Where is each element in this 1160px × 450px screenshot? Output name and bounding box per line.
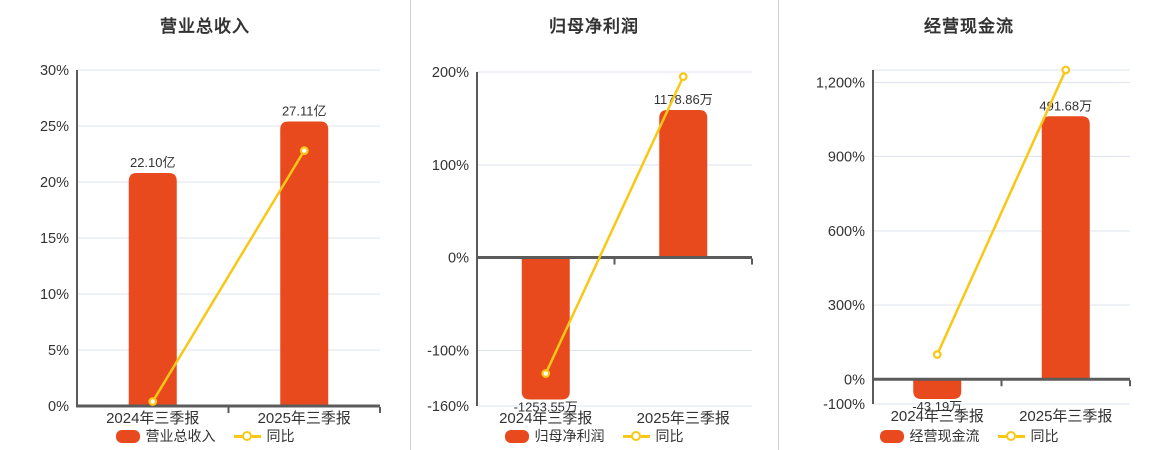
yoy-marker-2025年三季报[interactable]	[1061, 65, 1071, 75]
chart-panel-net-profit: 归母净利润 -1253.55万 1178.86万 200% 100% 0% -100% -1…	[410, 0, 778, 450]
legend-net-profit: 归母净利润 同比	[410, 427, 778, 445]
y-axis-tick-label: 25%	[40, 119, 69, 135]
legend-line-label: 同比	[1030, 428, 1059, 444]
legend-item-net-profit-bar[interactable]: 归母净利润	[504, 426, 605, 446]
bar-2025年三季报[interactable]	[659, 110, 708, 258]
y-axis-tick-label: 300%	[828, 298, 865, 314]
legend-revenue: 营业总收入 同比	[0, 427, 410, 445]
chart-panel-cash-flow: 经营现金流 -43.19万 491.68万 1,200% 900% 600% 300% 0%…	[778, 0, 1160, 450]
bar-value-label: 22.10亿	[130, 155, 176, 170]
legend-item-revenue-yoy[interactable]: 同比	[233, 426, 295, 446]
legend-item-cash-flow-bar[interactable]: 经营现金流	[879, 426, 980, 446]
bar-series-swatch-icon	[504, 429, 529, 443]
yoy-line	[936, 69, 1067, 356]
panel-divider	[778, 0, 779, 450]
legend-cash-flow: 经营现金流 同比	[778, 427, 1160, 445]
y-axis-tick-label: -100%	[823, 397, 865, 413]
y-axis-tick-label: 0%	[844, 372, 865, 388]
chart-title-cash-flow: 经营现金流	[924, 17, 1014, 36]
chart-title-net-profit: 归母净利润	[549, 17, 639, 36]
legend-line-label: 同比	[655, 428, 684, 444]
legend-item-net-profit-yoy[interactable]: 同比	[622, 426, 684, 446]
legend-item-cash-flow-yoy[interactable]: 同比	[997, 426, 1059, 446]
legend-bar-label: 归母净利润	[534, 428, 605, 444]
legend-bar-label: 经营现金流	[909, 428, 980, 444]
x-axis-category-label: 2024年三季报	[499, 410, 592, 427]
plot-area-revenue: 22.10亿 27.11亿 30% 25% 20% 15% 10% 5% 0% 2024年三季报 2…	[40, 63, 381, 427]
legend-item-revenue-bar[interactable]: 营业总收入	[115, 426, 216, 446]
y-axis-tick-label: 20%	[40, 175, 69, 191]
y-axis-tick-label: 900%	[828, 150, 865, 166]
bar-2024年三季报[interactable]	[913, 379, 962, 400]
x-axis-category-label: 2025年三季报	[258, 410, 351, 427]
yoy-marker-2025年三季报[interactable]	[299, 146, 309, 156]
x-axis-category-label: 2024年三季报	[891, 408, 984, 425]
bar-2025年三季报[interactable]	[1041, 116, 1090, 380]
yoy-marker-2024年三季报[interactable]	[541, 369, 551, 378]
plot-area-cash-flow: -43.19万491.68万1,200%900%600%300%0%-100%2…	[816, 65, 1131, 425]
yoy-marker-2025年三季报[interactable]	[678, 72, 688, 82]
chart-panel-revenue: 营业总收入 22.10亿 27.11亿 30% 25% 20% 15% 10% 5% 0% 202…	[0, 0, 410, 450]
y-axis-tick-label: 15%	[40, 231, 69, 247]
y-axis-tick-label: -160%	[427, 399, 469, 415]
legend-line-label: 同比	[266, 428, 295, 444]
plot-area-net-profit: -1253.55万 1178.86万 200% 100% 0% -100% -160% 202…	[427, 65, 753, 427]
y-axis-tick-label: 5%	[48, 343, 69, 359]
bar-value-label: 1178.86万	[654, 92, 713, 107]
line-series-marker-icon	[622, 430, 650, 443]
line-series-marker-icon	[233, 430, 261, 443]
chart-title-revenue: 营业总收入	[160, 17, 250, 36]
bar-value-label: 27.11亿	[282, 104, 327, 119]
y-axis-tick-label: 0%	[448, 251, 469, 267]
yoy-marker-2024年三季报[interactable]	[932, 350, 942, 359]
y-axis-tick-label: 10%	[40, 287, 69, 303]
bar-2024年三季报[interactable]	[521, 257, 570, 400]
yoy-marker-2024年三季报[interactable]	[148, 397, 158, 406]
y-axis-tick-label: 0%	[48, 399, 69, 415]
bar-2025年三季报[interactable]	[280, 121, 329, 407]
legend-bar-label: 营业总收入	[145, 428, 216, 444]
bar-series-swatch-icon	[115, 429, 140, 443]
bar-series-swatch-icon	[879, 429, 904, 443]
x-axis-category-label: 2025年三季报	[637, 410, 730, 427]
bar-2024年三季报[interactable]	[128, 173, 177, 406]
x-axis-category-label: 2024年三季报	[106, 410, 199, 427]
bar-value-label: -43.19万	[912, 399, 962, 414]
y-axis-tick-label: -100%	[427, 343, 469, 359]
y-axis-tick-label: 1,200%	[816, 75, 865, 91]
y-axis-tick-label: 100%	[432, 158, 469, 174]
bar-value-label: -1253.55万	[514, 400, 578, 415]
yoy-line	[544, 76, 685, 375]
line-series-marker-icon	[997, 430, 1025, 443]
y-axis-tick-label: 30%	[40, 63, 69, 79]
yoy-line	[151, 149, 306, 403]
y-axis-tick-label: 600%	[828, 224, 865, 240]
y-axis-tick-label: 200%	[432, 65, 469, 81]
x-axis-category-label: 2025年三季报	[1019, 408, 1112, 425]
panel-divider	[410, 0, 411, 450]
